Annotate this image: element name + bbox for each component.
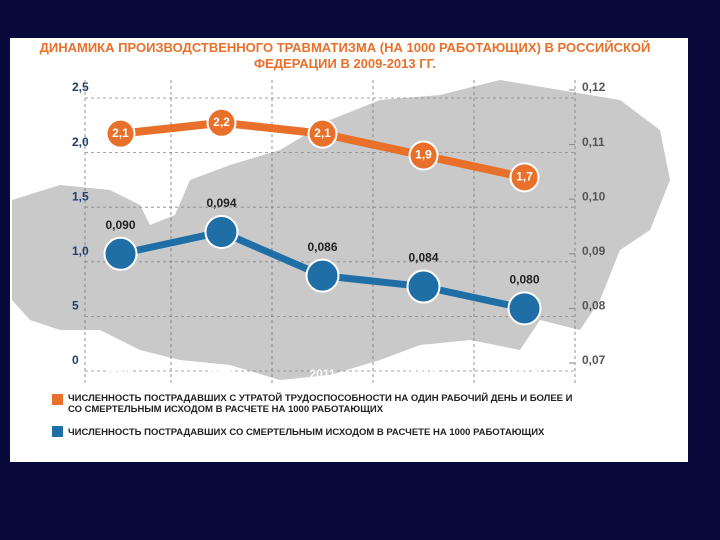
value-label: 0,094	[206, 196, 236, 210]
legend-entry: ЧИСЛЕННОСТЬ ПОСТРАДАВШИХ С УТРАТОЙ ТРУДО…	[68, 393, 573, 415]
x-tick-label: 2009	[107, 367, 134, 381]
point	[408, 140, 439, 171]
point	[307, 118, 338, 149]
point	[305, 258, 340, 293]
value-label: 2,1	[314, 126, 331, 140]
y-tick-label: 0	[72, 353, 79, 367]
value-label: 0,084	[408, 251, 438, 265]
legend-swatch	[52, 394, 63, 405]
y-tick-label: 1,5	[72, 189, 89, 203]
point	[507, 291, 542, 326]
legend-entry: ЧИСЛЕННОСТЬ ПОСТРАДАВШИХ СО СМЕРТЕЛЬНЫМ …	[68, 427, 545, 438]
y-tick-label: 2,0	[72, 135, 89, 149]
point	[206, 107, 237, 138]
point	[509, 162, 540, 193]
point	[105, 118, 136, 149]
chart-title: ДИНАМИКА ПРОИЗВОДСТВЕННОГО ТРАВМАТИЗМА (…	[39, 40, 651, 71]
value-label: 0,086	[307, 240, 337, 254]
value-label: 1,7	[516, 170, 533, 184]
value-label: 2,1	[112, 126, 129, 140]
value-label: 1,9	[415, 148, 432, 162]
point	[103, 236, 138, 271]
point	[204, 214, 239, 249]
value-label: 0,080	[509, 273, 539, 287]
y2-tick-label: 0,11	[582, 135, 605, 149]
y2-tick-label: 0,08	[582, 299, 606, 313]
y2-tick-label: 0,07	[582, 353, 606, 367]
point	[406, 269, 441, 304]
value-label: 2,2	[213, 115, 230, 129]
legend-swatch	[52, 426, 63, 437]
value-label: 0,090	[105, 218, 135, 232]
y-tick-label: 5	[72, 299, 79, 313]
y2-tick-label: 0,09	[582, 244, 606, 258]
y2-tick-label: 0,10	[582, 189, 606, 203]
y-tick-label: 2,5	[72, 80, 89, 94]
x-tick-label: 2010	[208, 367, 235, 381]
y2-tick-label: 0,12	[582, 80, 606, 94]
x-tick-label: 2011	[309, 367, 335, 381]
x-tick-label: 2012	[410, 367, 437, 381]
y-tick-label: 1,0	[72, 244, 89, 258]
x-tick-label: 2013	[511, 367, 538, 381]
